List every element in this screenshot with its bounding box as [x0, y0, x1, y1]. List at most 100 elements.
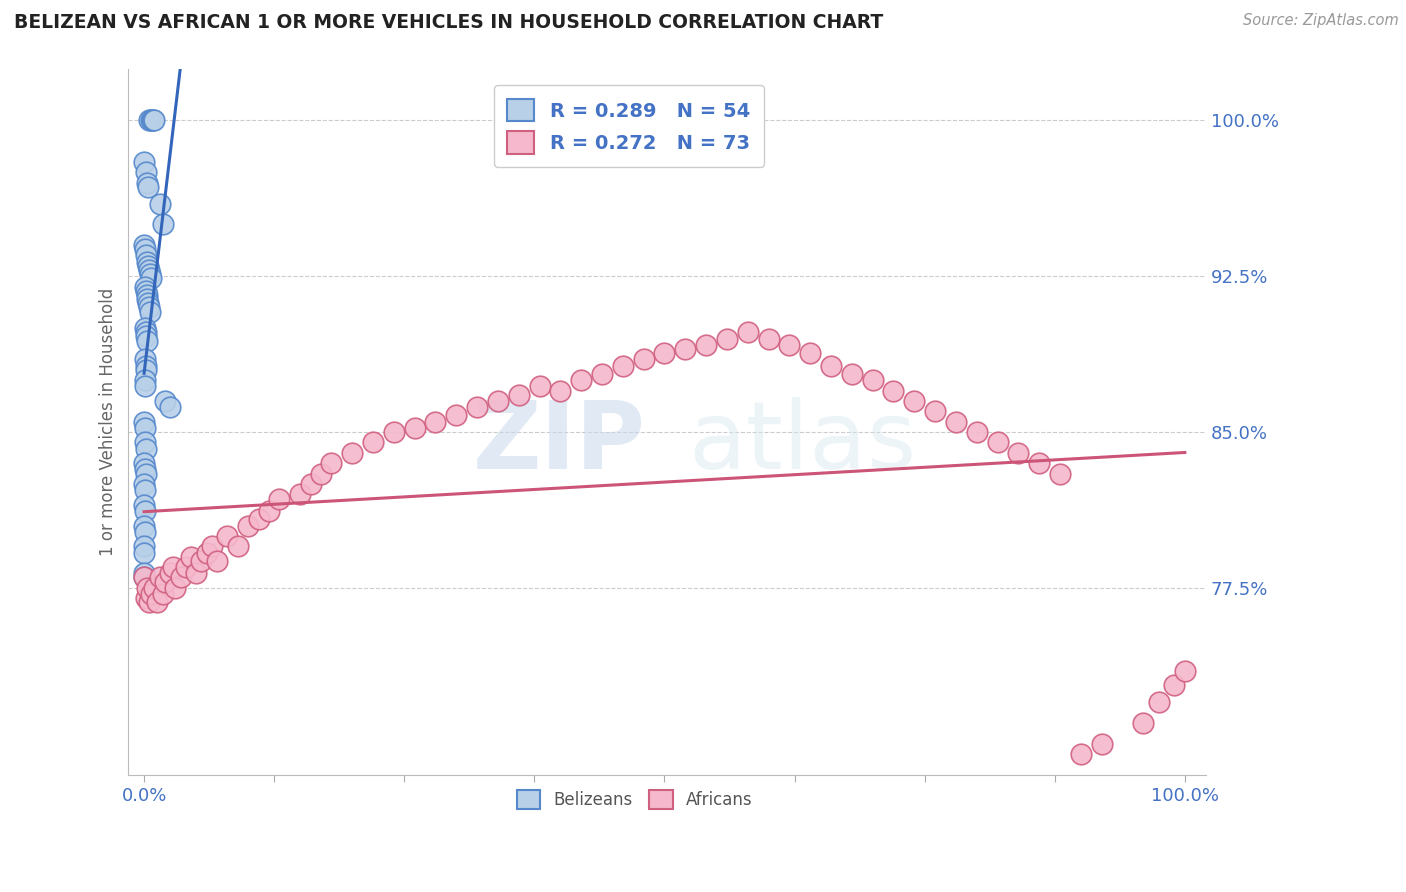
Point: [1174, 664, 1197, 678]
Point: [673, 342, 696, 356]
Point: [201, 539, 224, 553]
Point: [134, 379, 156, 393]
Point: [138, 301, 160, 315]
Point: [903, 393, 925, 408]
Point: [134, 435, 156, 450]
Point: [799, 346, 821, 360]
Point: [382, 425, 405, 439]
Point: [135, 329, 157, 343]
Point: [136, 254, 159, 268]
Point: [152, 217, 174, 231]
Point: [139, 267, 162, 281]
Point: [236, 518, 259, 533]
Point: [132, 238, 155, 252]
Point: [162, 560, 184, 574]
Point: [132, 539, 155, 553]
Point: [135, 165, 157, 179]
Point: [134, 242, 156, 256]
Point: [132, 477, 155, 491]
Point: [152, 587, 174, 601]
Text: atlas: atlas: [689, 397, 917, 489]
Point: [141, 113, 163, 128]
Point: [820, 359, 842, 373]
Point: [612, 359, 634, 373]
Point: [321, 456, 343, 470]
Point: [569, 373, 592, 387]
Point: [135, 591, 157, 606]
Point: [1090, 737, 1112, 751]
Point: [134, 421, 156, 435]
Point: [143, 113, 166, 128]
Point: [132, 155, 155, 169]
Point: [924, 404, 946, 418]
Point: [138, 113, 160, 128]
Point: [134, 524, 156, 539]
Point: [737, 326, 759, 340]
Point: [143, 581, 166, 595]
Point: [1163, 678, 1185, 692]
Point: [135, 467, 157, 481]
Point: [149, 196, 172, 211]
Point: [136, 180, 159, 194]
Point: [508, 387, 530, 401]
Point: [136, 176, 159, 190]
Point: [135, 326, 157, 340]
Point: [139, 304, 162, 318]
Point: [716, 332, 738, 346]
Point: [361, 435, 384, 450]
Point: [134, 504, 156, 518]
Point: [342, 446, 364, 460]
Point: [654, 346, 676, 360]
Point: [529, 379, 551, 393]
Point: [141, 271, 163, 285]
Point: [591, 367, 613, 381]
Point: [184, 566, 207, 581]
Point: [290, 487, 312, 501]
Point: [1070, 747, 1092, 761]
Point: [446, 409, 468, 423]
Point: [134, 279, 156, 293]
Point: [135, 284, 157, 298]
Point: [299, 477, 322, 491]
Point: [758, 332, 780, 346]
Point: [180, 549, 202, 564]
Point: [132, 545, 155, 559]
Point: [135, 248, 157, 262]
Point: [1028, 456, 1050, 470]
Point: [134, 321, 156, 335]
Point: [136, 581, 159, 595]
Point: [425, 415, 447, 429]
Point: [142, 113, 165, 128]
Point: [486, 393, 509, 408]
Point: [404, 421, 426, 435]
Point: [247, 512, 270, 526]
Point: [257, 504, 280, 518]
Point: [132, 456, 155, 470]
Point: [132, 570, 155, 584]
Text: Source: ZipAtlas.com: Source: ZipAtlas.com: [1243, 13, 1399, 29]
Point: [841, 367, 863, 381]
Point: [945, 415, 967, 429]
Point: [141, 587, 163, 601]
Point: [145, 595, 167, 609]
Point: [159, 566, 181, 581]
Point: [135, 362, 157, 376]
Point: [149, 570, 172, 584]
Legend: Belizeans, Africans: Belizeans, Africans: [510, 783, 759, 816]
Point: [132, 498, 155, 512]
Point: [165, 581, 187, 595]
Point: [135, 442, 157, 456]
Point: [633, 352, 655, 367]
Point: [138, 595, 160, 609]
Point: [132, 415, 155, 429]
Point: [138, 263, 160, 277]
Point: [132, 566, 155, 581]
Point: [134, 352, 156, 367]
Point: [159, 400, 181, 414]
Point: [882, 384, 904, 398]
Point: [134, 373, 156, 387]
Point: [309, 467, 332, 481]
Point: [153, 393, 176, 408]
Point: [169, 570, 191, 584]
Point: [269, 491, 291, 506]
